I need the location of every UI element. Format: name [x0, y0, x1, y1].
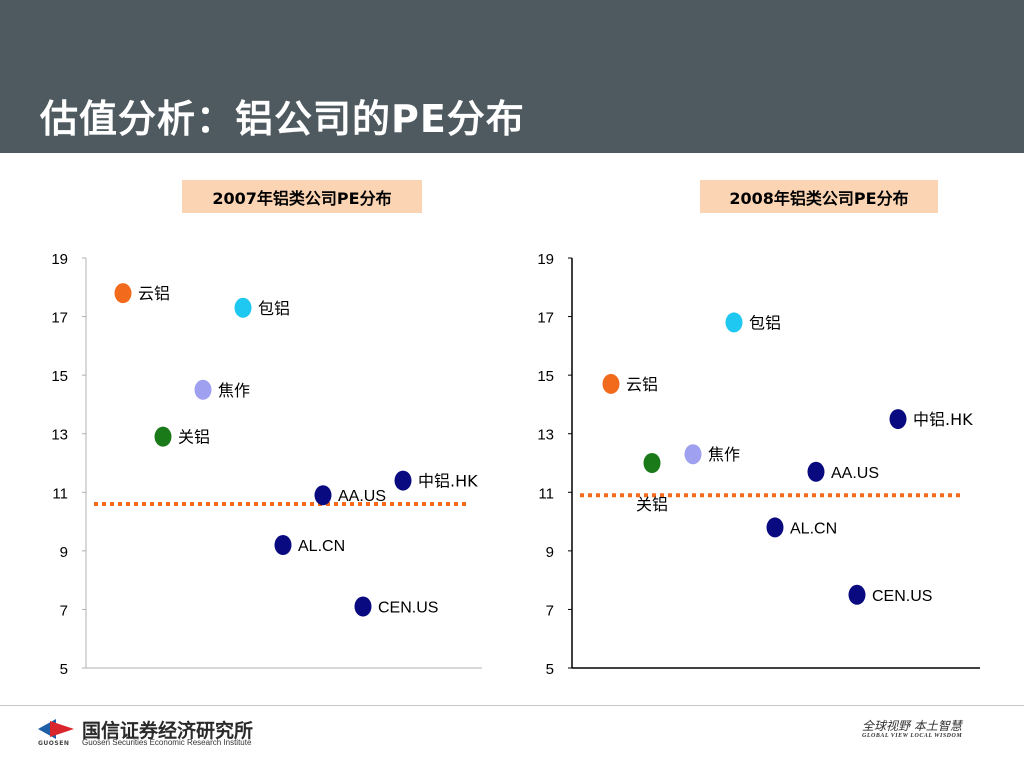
chart1-tick-label: 5 [60, 661, 68, 678]
chart2-tick-label: 19 [537, 251, 554, 268]
chart2-point-4 [643, 453, 661, 473]
chart-title-2008: 2008年铝类公司PE分布 [700, 180, 938, 213]
chart1-point-label-3: 关铝 [178, 428, 210, 447]
chart1-point-label-2: 焦作 [218, 381, 250, 400]
chart2-point-1 [602, 373, 620, 394]
chart2-point-label-4: 关铝 [636, 495, 668, 514]
chart1-point-3 [154, 426, 172, 447]
chart2-point-label-1: 云铝 [626, 375, 658, 394]
chart1-point-label-6: AL.CN [298, 538, 345, 555]
chart1-point-5 [314, 485, 332, 506]
chart2-point-label-6: AL.CN [790, 520, 837, 537]
chart2-tick-label: 5 [546, 661, 554, 678]
guosen-logo-icon [38, 719, 74, 739]
chart2-point-label-7: CEN.US [872, 588, 932, 605]
chart2-point-label-0: 包铝 [749, 313, 781, 332]
chart2-point-6 [766, 517, 784, 538]
chart1-point-4 [394, 470, 412, 491]
chart2-point-5 [807, 461, 825, 482]
chart1-point-6 [274, 535, 292, 555]
slogan-cn: 全球视野 本土智慧 [862, 719, 962, 733]
chart1-point-1 [234, 297, 252, 318]
chart1-point-0 [114, 283, 132, 304]
chart1-tick-label: 9 [60, 544, 68, 561]
chart2-point-label-2: 中铝.HK [913, 410, 973, 429]
chart2-tick-label: 15 [537, 368, 554, 385]
chart1-point-2 [194, 379, 212, 400]
chart1-tick-label: 13 [51, 427, 68, 444]
chart1-tick-label: 17 [51, 310, 68, 327]
chart2-tick-label: 11 [538, 485, 554, 502]
chart1-point-label-4: 中铝.HK [418, 472, 478, 491]
chart2-point-2 [889, 409, 907, 430]
page-title: 估值分析：铝公司的PE分布 [40, 97, 525, 141]
chart1-point-label-5: AA.US [338, 488, 386, 505]
chart1-point-7 [354, 596, 372, 617]
chart2-tick-label: 9 [546, 544, 554, 561]
chart2-point-3 [684, 444, 702, 465]
chart-title-2007: 2007年铝类公司PE分布 [182, 180, 422, 213]
footer-divider [0, 705, 1024, 706]
header-bar [0, 0, 1024, 153]
chart1-point-label-7: CEN.US [378, 600, 438, 617]
chart2-point-7 [848, 584, 866, 605]
chart1-point-label-1: 包铝 [258, 299, 290, 318]
chart1-point-label-0: 云铝 [138, 284, 170, 303]
chart1-tick-label: 19 [51, 251, 68, 268]
org-name-cn: 国信证券经济研究所 [82, 720, 254, 742]
chart2-point-0 [725, 312, 743, 333]
chart1-tick-label: 11 [52, 485, 68, 502]
org-name-en: Guosen Securities Economic Research Inst… [82, 738, 252, 747]
chart2-tick-label: 17 [537, 310, 554, 327]
chart2-point-label-3: 焦作 [708, 445, 740, 464]
chart2-point-label-5: AA.US [831, 465, 879, 482]
chart1-tick-label: 15 [51, 368, 68, 385]
chart2-tick-label: 7 [546, 602, 554, 619]
slogan-en: GLOBAL VIEW LOCAL WISDOM [862, 733, 963, 739]
chart1-tick-label: 7 [60, 602, 68, 619]
logo-text: GUOSEN [38, 740, 70, 747]
chart2-tick-label: 13 [537, 427, 554, 444]
